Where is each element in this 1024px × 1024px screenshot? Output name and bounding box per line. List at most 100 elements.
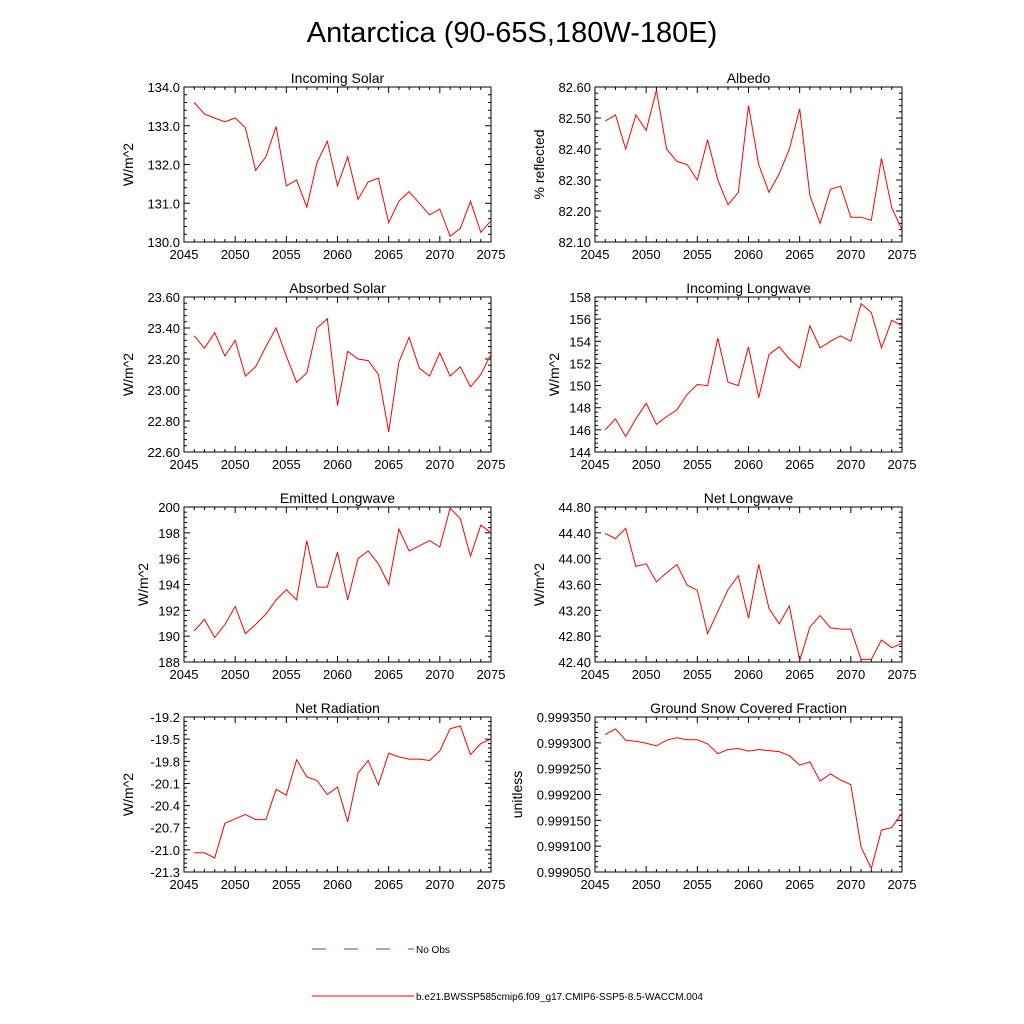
plot-frame [594, 506, 903, 663]
y-tick-label: 146 [569, 423, 591, 438]
y-tick-label: 0.999050 [537, 865, 591, 880]
x-tick-label: 2045 [581, 247, 610, 262]
legend-model-label: b.e21.BWSSP585cmip6.f09_g17.CMIP6-SSP5-8… [416, 992, 703, 1003]
y-tick-label: 42.80 [558, 629, 591, 644]
x-tick-label: 2055 [272, 457, 301, 472]
x-tick-label: 2075 [888, 457, 917, 472]
x-tick-label: 2055 [272, 877, 301, 892]
y-axis-label: W/m^2 [120, 143, 136, 186]
y-tick-label: 188 [158, 655, 180, 670]
y-axis-label: W/m^2 [120, 773, 136, 816]
y-tick-label: -21.3 [150, 865, 180, 880]
y-tick-label: 23.40 [147, 321, 180, 336]
panel-title: Ground Snow Covered Fraction [650, 700, 847, 716]
x-tick-label: 2045 [170, 247, 199, 262]
y-tick-label: 82.40 [558, 142, 591, 157]
y-tick-label: 194 [158, 578, 180, 593]
chart-panel: Net Longwave 2045 2050 2055 2060 2065 2070 2075… [531, 490, 916, 682]
y-tick-label: 0.999250 [537, 762, 591, 777]
chart-panel: Incoming Solar 2045 2050 2055 2060 2065 2070 20… [120, 70, 505, 262]
series-line [193, 317, 492, 432]
y-tick-label: 23.00 [147, 383, 180, 398]
y-tick-label: 22.80 [147, 414, 180, 429]
x-tick-label: 2045 [170, 667, 199, 682]
y-tick-label: 190 [158, 629, 180, 644]
y-tick-label: 0.999200 [537, 788, 591, 803]
x-tick-label: 2070 [425, 247, 454, 262]
x-tick-label: 2045 [581, 457, 610, 472]
chart-panel: Albedo 2045 2050 2055 2060 2065 2070 2075 82.10 8… [531, 70, 916, 262]
panel-title: Net Longwave [704, 490, 794, 506]
x-tick-label: 2055 [272, 667, 301, 682]
x-tick-label: 2055 [683, 247, 712, 262]
y-tick-label: 23.20 [147, 352, 180, 367]
series-line [604, 89, 903, 230]
panel-title: Incoming Longwave [686, 280, 811, 296]
y-tick-label: 154 [569, 334, 591, 349]
x-tick-label: 2065 [785, 877, 814, 892]
y-tick-label: -20.4 [150, 799, 180, 814]
x-tick-label: 2070 [836, 877, 865, 892]
y-tick-label: 0.999300 [537, 736, 591, 751]
y-tick-label: 131.0 [147, 196, 180, 211]
x-tick-label: 2055 [683, 877, 712, 892]
plot-frame [183, 86, 492, 243]
x-tick-label: 2065 [785, 667, 814, 682]
x-tick-label: 2065 [374, 457, 403, 472]
y-axis-label: W/m^2 [135, 563, 151, 606]
y-tick-label: -21.0 [150, 843, 180, 858]
y-tick-label: 82.50 [558, 111, 591, 126]
y-tick-label: 156 [569, 312, 591, 327]
x-tick-label: 2065 [785, 457, 814, 472]
chart-panel: Emitted Longwave 2045 2050 2055 2060 2065 2070… [135, 490, 506, 682]
y-axis-label: % reflected [531, 129, 547, 199]
y-tick-label: 158 [569, 290, 591, 305]
y-tick-label: 0.999350 [537, 710, 591, 725]
y-tick-label: 198 [158, 526, 180, 541]
x-tick-label: 2045 [170, 877, 199, 892]
y-tick-label: 44.80 [558, 500, 591, 515]
x-tick-label: 2075 [477, 457, 506, 472]
x-tick-label: 2075 [888, 247, 917, 262]
plot-frame [183, 296, 492, 453]
panel-title: Emitted Longwave [280, 490, 395, 506]
y-tick-label: 144 [569, 445, 591, 460]
y-tick-label: -19.2 [150, 710, 180, 725]
y-tick-label: 82.30 [558, 173, 591, 188]
x-tick-label: 2065 [374, 247, 403, 262]
x-tick-label: 2060 [323, 247, 352, 262]
legend: No Obs b.e21.BWSSP585cmip6.f09_g17.CMIP6… [312, 945, 703, 1003]
y-tick-label: 43.20 [558, 603, 591, 618]
plot-frame [594, 296, 903, 453]
y-tick-label: 132.0 [147, 158, 180, 173]
series-line [193, 507, 492, 639]
y-tick-label: 82.60 [558, 80, 591, 95]
x-tick-label: 2060 [323, 877, 352, 892]
x-tick-label: 2050 [632, 667, 661, 682]
figure-title: Antarctica (90-65S,180W-180E) [307, 17, 718, 49]
x-tick-label: 2065 [374, 667, 403, 682]
y-axis-label: unitless [509, 771, 525, 818]
y-tick-label: -20.1 [150, 776, 180, 791]
panel-title: Incoming Solar [291, 70, 385, 86]
y-tick-label: 196 [158, 552, 180, 567]
plot-frame [594, 86, 903, 243]
x-tick-label: 2055 [683, 667, 712, 682]
chart-panel: Absorbed Solar 2045 2050 2055 2060 2065 2070 20… [120, 280, 505, 472]
x-tick-label: 2050 [632, 877, 661, 892]
x-tick-label: 2075 [888, 877, 917, 892]
x-tick-label: 2065 [374, 877, 403, 892]
y-tick-label: 82.20 [558, 204, 591, 219]
series-line [604, 302, 903, 438]
panel-title: Net Radiation [295, 700, 380, 716]
y-tick-label: 22.60 [147, 445, 180, 460]
y-tick-label: 0.999150 [537, 813, 591, 828]
x-tick-label: 2070 [836, 457, 865, 472]
y-tick-label: 82.10 [558, 235, 591, 250]
y-tick-label: 192 [158, 603, 180, 618]
x-tick-label: 2070 [425, 457, 454, 472]
y-tick-label: 0.999100 [537, 839, 591, 854]
y-tick-label: 200 [158, 500, 180, 515]
y-tick-label: -19.8 [150, 754, 180, 769]
y-tick-label: -20.7 [150, 821, 180, 836]
